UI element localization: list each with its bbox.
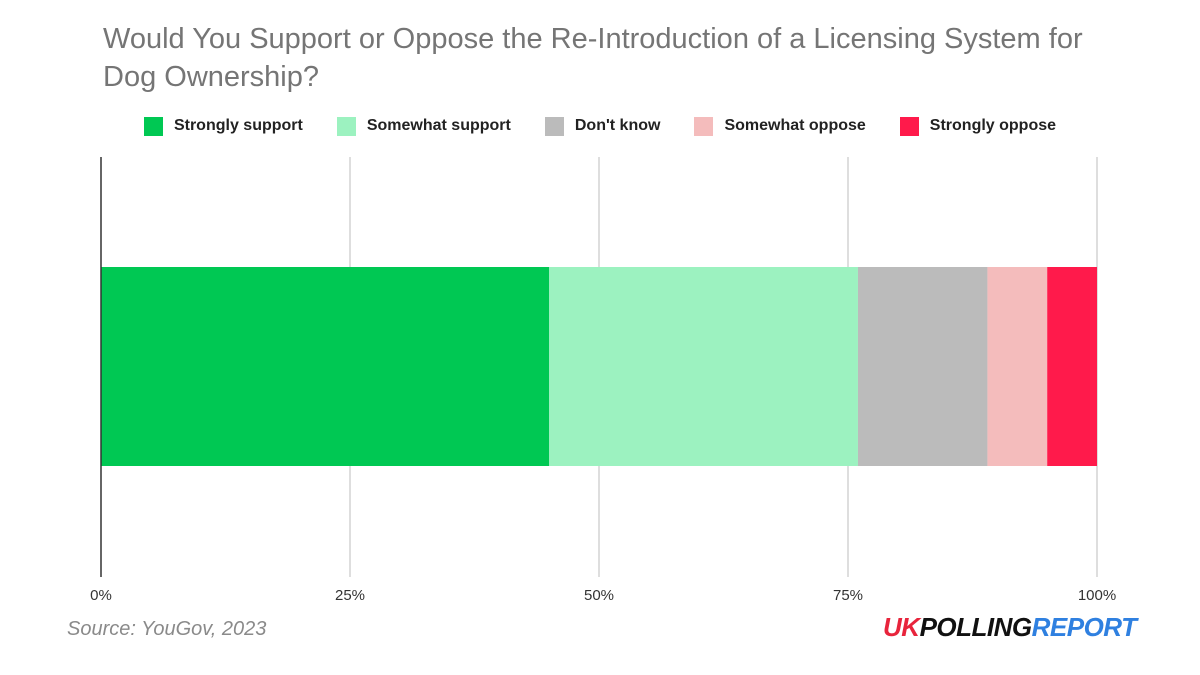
legend-label: Don't know: [574, 117, 661, 134]
source-note: Source: YouGov, 2023: [67, 618, 267, 640]
bar-segment-somewhat-support: [549, 267, 858, 466]
legend-label: Somewhat support: [366, 117, 511, 134]
brand-logo: UKPOLLINGREPORT: [883, 612, 1137, 643]
legend-label: Somewhat oppose: [724, 117, 866, 134]
legend-item: Strongly support: [143, 116, 303, 136]
legend-item: Somewhat oppose: [694, 116, 866, 136]
legend-swatch: [143, 116, 163, 136]
bar-segment-strongly-oppose: [1047, 267, 1097, 466]
bar-segment-strongly-support: [101, 267, 550, 466]
legend-label: Strongly oppose: [929, 117, 1057, 134]
legend-swatch: [694, 116, 714, 136]
legend: Strongly support Somewhat support Don't kn…: [0, 114, 1200, 138]
brand-logo-polling: POLLING: [919, 612, 1033, 642]
bar-segment-don-t-know: [857, 267, 988, 466]
legend-label: Strongly support: [173, 117, 303, 134]
chart-title: Would You Support or Oppose the Re-Intro…: [103, 23, 1083, 93]
legend-swatch: [336, 116, 356, 136]
brand-logo-report: REPORT: [1031, 612, 1137, 642]
bar-segment-somewhat-oppose: [987, 267, 1048, 466]
x-tick-label: 100%: [1078, 587, 1116, 604]
x-tick-label: 75%: [833, 587, 863, 604]
legend-item: Somewhat support: [336, 116, 511, 136]
legend-swatch: [544, 116, 564, 136]
legend-item: Don't know: [544, 116, 661, 136]
x-tick-label: 0%: [90, 587, 112, 604]
legend-swatch: [899, 116, 919, 136]
x-tick-label: 25%: [335, 587, 365, 604]
x-tick-label: 50%: [584, 587, 614, 604]
legend-item: Strongly oppose: [899, 116, 1057, 136]
brand-logo-uk: UK: [883, 612, 920, 642]
